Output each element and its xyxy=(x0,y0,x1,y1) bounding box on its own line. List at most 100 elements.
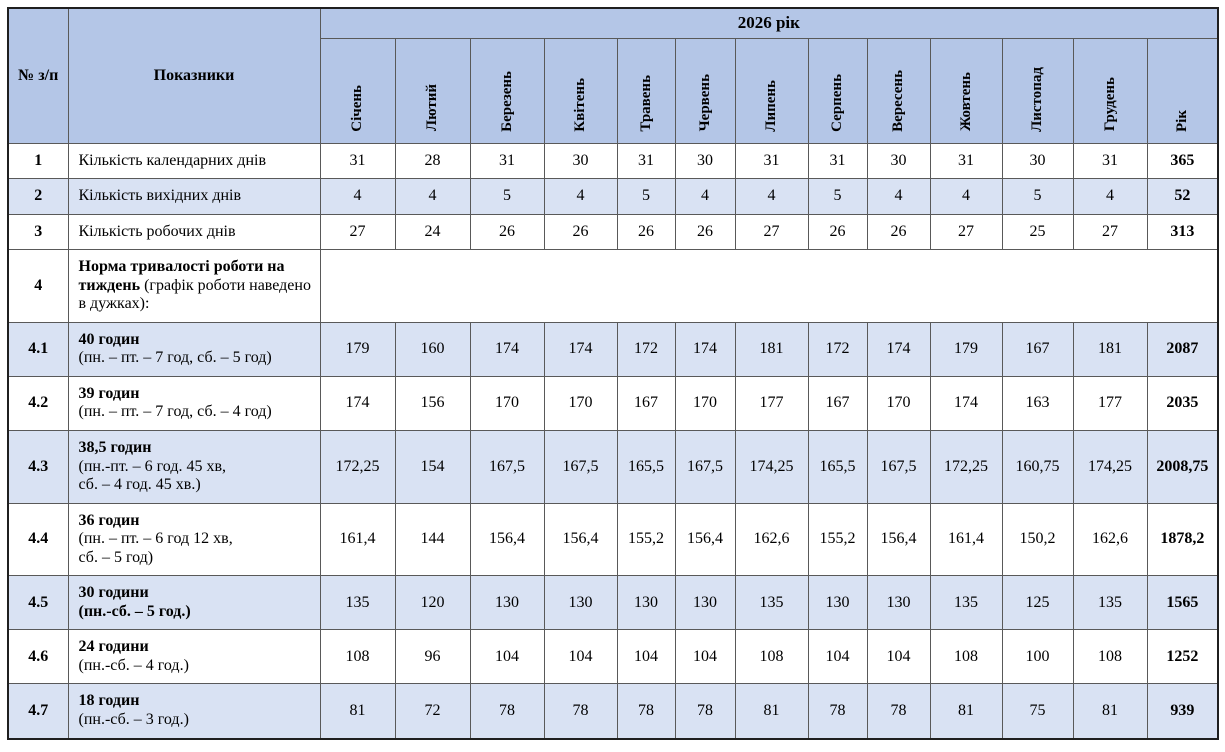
column-header-month: Червень xyxy=(674,37,736,144)
month-value: 4 xyxy=(734,178,809,215)
row-label: Кількість вихідних днів xyxy=(67,178,321,215)
table-row: 3 Кількість робочих днів 27 24 26 26 26 26 27 26 2… xyxy=(7,213,1219,251)
month-value: 160,75 xyxy=(1001,429,1074,504)
row-number: 4.4 xyxy=(7,502,69,577)
month-label: Травень xyxy=(637,74,654,132)
row-label: 40 годин (пн. – пт. – 7 год, сб. – 5 год) xyxy=(67,321,321,377)
month-value: 72 xyxy=(394,683,471,740)
month-value: 25 xyxy=(1001,213,1074,251)
column-header-year-group: 2026 рік xyxy=(319,7,1219,39)
month-value: 78 xyxy=(469,683,545,740)
table-row: 4.1 40 годин (пн. – пт. – 7 год, сб. – 5 г… xyxy=(7,321,1219,377)
month-value: 177 xyxy=(734,375,809,431)
month-value: 174 xyxy=(674,321,736,377)
year-total-value: 1565 xyxy=(1146,575,1219,631)
month-value: 30 xyxy=(866,142,931,180)
month-label: Січень xyxy=(349,84,365,132)
row-label: Кількість робочих днів xyxy=(67,213,321,251)
month-value: 27 xyxy=(734,213,809,251)
month-label: Вересень xyxy=(890,69,906,132)
month-value: 135 xyxy=(734,575,809,631)
row-label: 36 годин (пн. – пт. – 6 год 12 хв, сб. – 5… xyxy=(67,502,321,577)
empty-merged-cell xyxy=(319,249,1219,323)
month-value: 30 xyxy=(543,142,618,180)
month-value: 179 xyxy=(929,321,1003,377)
month-value: 172 xyxy=(807,321,868,377)
month-value: 156,4 xyxy=(543,502,618,577)
row-label-part: 30 години xyxy=(78,584,149,602)
row-label-part: 18 годин xyxy=(78,692,140,710)
month-value: 174 xyxy=(543,321,618,377)
month-value: 104 xyxy=(543,629,618,685)
month-value: 165,5 xyxy=(616,429,676,504)
month-value: 135 xyxy=(319,575,396,631)
column-header-month: Листопад xyxy=(1001,37,1074,144)
column-header-indicators: Показники xyxy=(67,7,321,144)
month-label: Грудень xyxy=(1101,77,1118,132)
month-value: 170 xyxy=(674,375,736,431)
month-value: 4 xyxy=(929,178,1003,215)
month-value: 4 xyxy=(866,178,931,215)
month-label: Листопад xyxy=(1029,66,1045,132)
month-value: 163 xyxy=(1001,375,1074,431)
month-value: 81 xyxy=(319,683,396,740)
month-value: 78 xyxy=(616,683,676,740)
header-year-row: № з/п Показники 2026 рік xyxy=(7,7,1219,144)
month-value: 161,4 xyxy=(929,502,1003,577)
year-total-value: 2087 xyxy=(1146,321,1219,377)
row-number: 2 xyxy=(7,178,69,215)
row-label-part: 39 годин xyxy=(78,384,140,402)
month-value: 75 xyxy=(1001,683,1074,740)
month-value: 81 xyxy=(734,683,809,740)
column-header-month: Вересень xyxy=(866,37,931,144)
row-number: 4.2 xyxy=(7,375,69,431)
table-row: 2 Кількість вихідних днів 4 4 5 4 5 4 4 5 4 4 5 4 52 xyxy=(7,178,1219,215)
table-row: 4.6 24 години (пн.-сб. – 4 год.) 108 96 104 10… xyxy=(7,629,1219,685)
month-value: 167,5 xyxy=(674,429,736,504)
month-value: 27 xyxy=(929,213,1003,251)
row-label-part: Норма тривалості роботи на тиждень xyxy=(78,258,285,294)
row-number: 4 xyxy=(7,249,69,323)
month-value: 31 xyxy=(1072,142,1148,180)
table-row: 4.7 18 годин (пн.-сб. – 3 год.) 81 72 78 78 78 7… xyxy=(7,683,1219,740)
month-value: 4 xyxy=(1072,178,1148,215)
month-value: 31 xyxy=(929,142,1003,180)
month-value: 31 xyxy=(469,142,545,180)
month-label: Жовтень xyxy=(957,72,974,132)
month-value: 167,5 xyxy=(469,429,545,504)
row-label: 39 годин (пн. – пт. – 7 год, сб. – 4 год) xyxy=(67,375,321,431)
month-value: 181 xyxy=(734,321,809,377)
row-label: 18 годин (пн.-сб. – 3 год.) xyxy=(67,683,321,740)
table-row: 1 Кількість календарних днів 31 28 31 30 31 30 3… xyxy=(7,142,1219,180)
month-value: 4 xyxy=(319,178,396,215)
month-value: 28 xyxy=(394,142,471,180)
month-value: 174,25 xyxy=(1072,429,1148,504)
row-label: 30 години (пн.-сб. – 5 год.) xyxy=(67,575,321,631)
month-value: 170 xyxy=(543,375,618,431)
work-time-norms-table: № з/п Показники 2026 рік Січень Лютий Бере… xyxy=(7,7,1220,740)
month-value: 30 xyxy=(674,142,736,180)
month-value: 5 xyxy=(1001,178,1074,215)
column-header-month: Жовтень xyxy=(929,37,1003,144)
column-header-month: Січень xyxy=(319,37,396,144)
month-value: 130 xyxy=(469,575,545,631)
month-value: 156 xyxy=(394,375,471,431)
month-value: 27 xyxy=(1072,213,1148,251)
month-value: 108 xyxy=(929,629,1003,685)
month-value: 156,4 xyxy=(469,502,545,577)
year-total-value: 52 xyxy=(1146,178,1219,215)
month-value: 179 xyxy=(319,321,396,377)
column-header-number: № з/п xyxy=(7,7,69,144)
row-label-part: Кількість вихідних днів xyxy=(78,187,242,205)
month-value: 167 xyxy=(616,375,676,431)
year-total-value: 365 xyxy=(1146,142,1219,180)
table-body: 1 Кількість календарних днів 31 28 31 30 31 30 3… xyxy=(7,142,1219,740)
month-value: 144 xyxy=(394,502,471,577)
month-value: 162,6 xyxy=(1072,502,1148,577)
month-label: Квітень xyxy=(572,77,588,132)
month-value: 26 xyxy=(543,213,618,251)
month-value: 26 xyxy=(674,213,736,251)
table-header: № з/п Показники 2026 рік Січень Лютий Бере… xyxy=(7,7,1219,144)
row-label-part: сб. – 4 год. 45 хв.) xyxy=(78,476,201,494)
month-value: 160 xyxy=(394,321,471,377)
